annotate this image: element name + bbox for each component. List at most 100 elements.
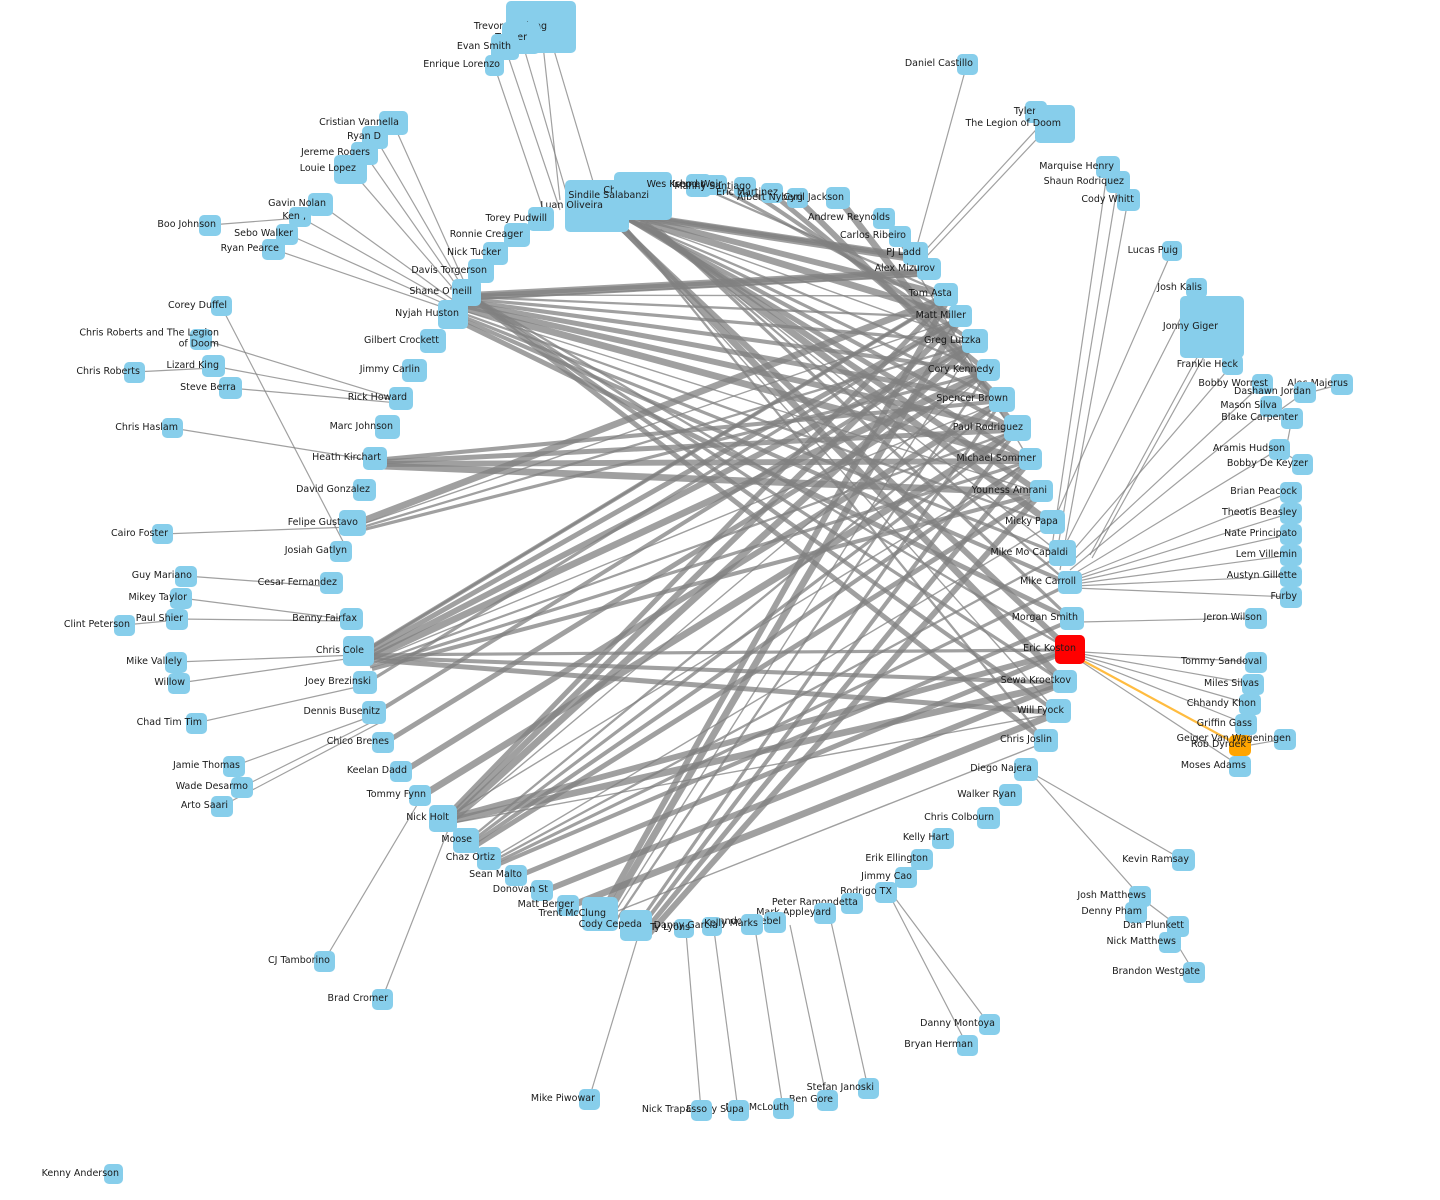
- graph-node[interactable]: [1245, 651, 1267, 673]
- graph-node[interactable]: [1014, 757, 1038, 781]
- graph-node[interactable]: [1280, 586, 1302, 608]
- graph-node[interactable]: [1242, 673, 1264, 695]
- graph-node[interactable]: [1034, 728, 1058, 752]
- graph-node[interactable]: [1185, 278, 1207, 298]
- graph-node[interactable]: [371, 988, 393, 1010]
- graph-node[interactable]: [1053, 669, 1077, 693]
- graph-node[interactable]: [976, 359, 1000, 381]
- graph-node[interactable]: [761, 183, 783, 203]
- graph-node[interactable]: [934, 282, 958, 306]
- graph-node[interactable]: [223, 755, 245, 777]
- graph-node[interactable]: [528, 207, 554, 231]
- graph-node[interactable]: [319, 572, 343, 594]
- graph-node[interactable]: [1251, 374, 1273, 394]
- graph-node[interactable]: [342, 636, 374, 666]
- graph-node[interactable]: [932, 827, 954, 849]
- graph-node[interactable]: [1291, 453, 1313, 475]
- graph-node[interactable]: [1229, 734, 1251, 756]
- graph-node[interactable]: [1125, 901, 1147, 923]
- graph-node[interactable]: [168, 672, 190, 694]
- graph-node[interactable]: [857, 1077, 879, 1099]
- graph-node[interactable]: [1280, 502, 1302, 524]
- graph-node[interactable]: [1106, 171, 1130, 193]
- graph-node[interactable]: [1281, 407, 1303, 429]
- graph-node[interactable]: [210, 296, 232, 316]
- graph-node[interactable]: [989, 386, 1015, 412]
- graph-node[interactable]: [1116, 189, 1140, 211]
- graph-node[interactable]: [614, 172, 672, 220]
- graph-node[interactable]: [201, 355, 225, 377]
- graph-node[interactable]: [1029, 480, 1053, 502]
- graph-node[interactable]: [166, 608, 188, 630]
- graph-node[interactable]: [1294, 381, 1316, 403]
- graph-node[interactable]: [1159, 931, 1181, 953]
- graph-node[interactable]: [1039, 510, 1065, 534]
- graph-node[interactable]: [557, 894, 579, 916]
- graph-node[interactable]: [330, 540, 352, 562]
- graph-node[interactable]: [211, 795, 233, 817]
- graph-node[interactable]: [190, 328, 212, 350]
- graph-node[interactable]: [895, 866, 917, 888]
- graph-node[interactable]: [1280, 523, 1302, 545]
- graph-node[interactable]: [578, 1088, 600, 1110]
- graph-node[interactable]: [1162, 241, 1182, 261]
- graph-node[interactable]: [1018, 448, 1042, 470]
- graph-node[interactable]: [1035, 105, 1075, 143]
- graph-node[interactable]: [374, 415, 400, 439]
- graph-node[interactable]: [420, 329, 446, 353]
- graph-node[interactable]: [390, 760, 412, 782]
- graph-node[interactable]: [1167, 915, 1189, 937]
- graph-node[interactable]: [401, 358, 427, 382]
- graph-node[interactable]: [438, 299, 468, 329]
- graph-node[interactable]: [484, 54, 504, 76]
- graph-node[interactable]: [685, 173, 711, 197]
- graph-node[interactable]: [582, 897, 618, 931]
- graph-node[interactable]: [826, 187, 850, 209]
- graph-node[interactable]: [453, 827, 479, 853]
- graph-node[interactable]: [948, 305, 972, 327]
- graph-node[interactable]: [841, 892, 863, 914]
- graph-node[interactable]: [1058, 570, 1082, 594]
- graph-node[interactable]: [786, 188, 808, 208]
- graph-node[interactable]: [816, 1089, 838, 1111]
- graph-node[interactable]: [1280, 565, 1302, 587]
- graph-node[interactable]: [1055, 634, 1085, 664]
- graph-node[interactable]: [338, 510, 366, 536]
- graph-node[interactable]: [741, 913, 763, 935]
- graph-node[interactable]: [1060, 606, 1084, 630]
- graph-node[interactable]: [1235, 713, 1257, 735]
- graph-node[interactable]: [1129, 885, 1151, 907]
- graph-node[interactable]: [289, 207, 311, 227]
- graph-node[interactable]: [873, 207, 895, 229]
- graph-node[interactable]: [620, 909, 652, 941]
- graph-node[interactable]: [352, 479, 376, 501]
- graph-node[interactable]: [962, 329, 988, 353]
- graph-node[interactable]: [409, 784, 431, 806]
- graph-node[interactable]: [1274, 728, 1296, 750]
- graph-node[interactable]: [1171, 849, 1195, 871]
- graph-node[interactable]: [231, 776, 253, 798]
- graph-node[interactable]: [531, 879, 553, 901]
- graph-node[interactable]: [161, 418, 183, 438]
- graph-node[interactable]: [165, 651, 187, 673]
- graph-node[interactable]: [814, 902, 836, 924]
- graph-node[interactable]: [734, 177, 756, 197]
- graph-node[interactable]: [705, 175, 727, 195]
- graph-node[interactable]: [504, 223, 530, 247]
- graph-node[interactable]: [1229, 755, 1251, 777]
- graph-node[interactable]: [702, 916, 722, 936]
- graph-node[interactable]: [103, 1164, 123, 1184]
- graph-node[interactable]: [1260, 395, 1282, 417]
- graph-node[interactable]: [307, 192, 333, 216]
- graph-node[interactable]: [976, 807, 1000, 829]
- graph-node[interactable]: [333, 154, 367, 184]
- graph-node[interactable]: [772, 1097, 794, 1119]
- graph-node[interactable]: [261, 238, 285, 260]
- graph-node[interactable]: [956, 53, 978, 75]
- graph-node[interactable]: [477, 846, 501, 870]
- graph-node[interactable]: [482, 241, 508, 265]
- graph-node[interactable]: [1331, 373, 1353, 395]
- graph-node[interactable]: [353, 670, 377, 694]
- graph-node[interactable]: [363, 446, 387, 470]
- graph-node[interactable]: [1180, 296, 1244, 358]
